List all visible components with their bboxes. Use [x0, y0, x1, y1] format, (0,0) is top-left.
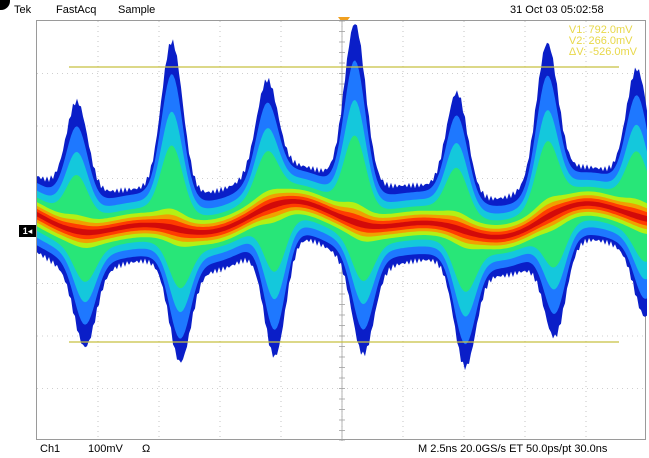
channel-marker-label: 1 — [22, 226, 28, 236]
channel-1-ground-marker[interactable]: 1◂ — [19, 225, 36, 237]
corner-decoration — [0, 0, 10, 10]
cursor-readout: V1: 792.0mV V2: 266.0mV ΔV: -526.0mV — [569, 25, 637, 58]
persistence-band — [37, 199, 647, 240]
settings-bar: Ch1 100mV Ω M 2.5ns 20.0GS/s ET 50.0ps/p… — [0, 440, 649, 458]
impedance-label: Ω — [142, 443, 151, 455]
date-time-label: 31 Oct 03 05:02:58 — [510, 4, 604, 16]
acquisition-mode-label[interactable]: FastAcq — [56, 4, 97, 16]
brand-label: Tek — [14, 4, 32, 16]
status-bar: Tek FastAcq Sample 31 Oct 03 05:02:58 — [0, 0, 649, 20]
waveform-display[interactable]: V1: 792.0mV V2: 266.0mV ΔV: -526.0mV — [36, 20, 647, 441]
channel-label[interactable]: Ch1 — [40, 443, 61, 455]
cursor-delta-value: ΔV: -526.0mV — [568, 46, 637, 58]
sample-mode-label[interactable]: Sample — [118, 4, 156, 16]
waveform-canvas — [37, 21, 647, 441]
cursor-v1-value: V1: 792.0mV — [568, 24, 633, 36]
vertical-scale-label[interactable]: 100mV — [88, 443, 123, 455]
waveform-persistence — [37, 24, 647, 371]
cursor-v2-value: V2: 266.0mV — [568, 35, 633, 47]
timebase-label[interactable]: M 2.5ns 20.0GS/s ET 50.0ps/pt 30.0ns — [418, 443, 608, 455]
